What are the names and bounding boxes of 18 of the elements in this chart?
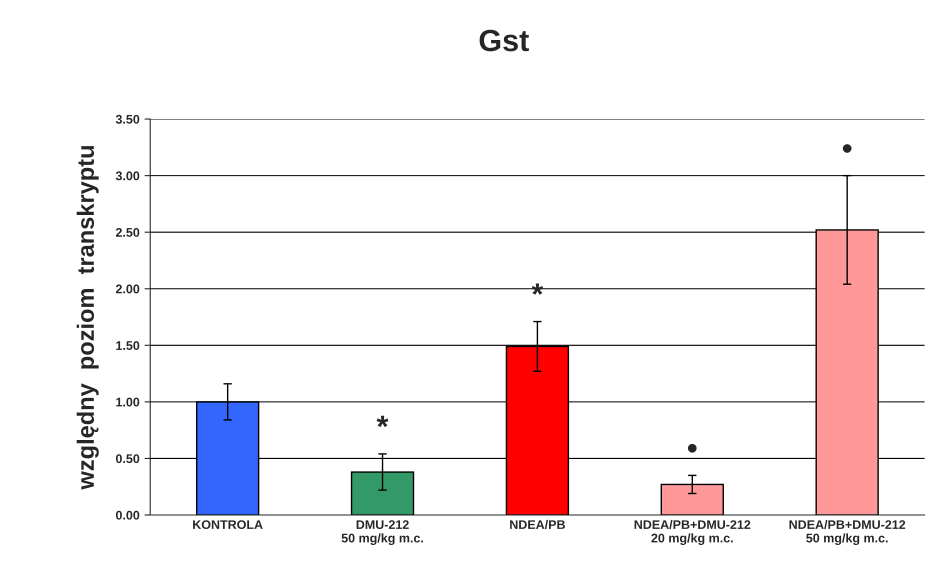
y-tick-label: 3.00 (116, 171, 140, 180)
x-tick-label: KONTROLA (193, 520, 263, 530)
y-axis-title: względny poziom transkryptu (76, 146, 99, 490)
y-tick-label: 1.00 (116, 398, 140, 407)
y-tick-label: 2.50 (116, 228, 140, 237)
y-tick-label: 3.50 (116, 114, 140, 124)
chart-title: Gst (480, 30, 529, 52)
y-tick-label: 2.00 (116, 284, 140, 294)
data-label: • (842, 144, 852, 153)
data-label: • (688, 444, 697, 453)
x-tick-label: NDEA/PB+DMU-212 20 mg/kg m.c. (634, 520, 750, 546)
x-tick-label: NDEA/PB+DMU-212 50 mg/kg m.c. (789, 520, 906, 546)
y-tick-label: 0.50 (116, 454, 140, 464)
y-tick-label: 0.00 (116, 510, 140, 520)
x-tick-label: DMU-212 50 mg/kg m.c. (342, 520, 424, 546)
y-tick-label: 1.50 (116, 341, 140, 350)
data-label: * (376, 416, 388, 428)
x-tick-label: NDEA/PB (510, 520, 565, 530)
